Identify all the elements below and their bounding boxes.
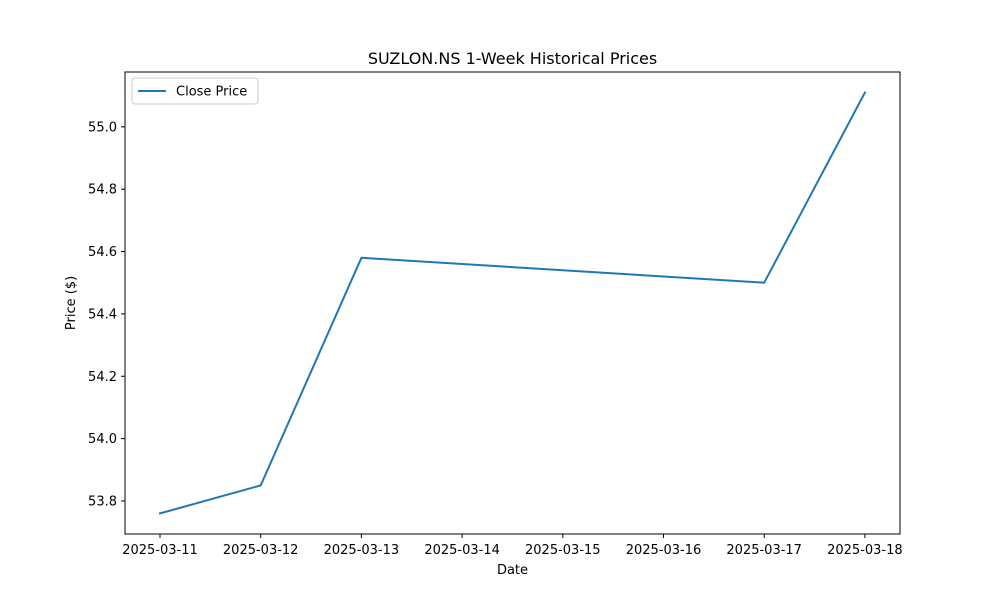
y-tick-label: 54.4	[88, 307, 117, 322]
x-tick-label: 2025-03-12	[223, 543, 299, 558]
y-tick-label: 54.2	[88, 370, 117, 385]
legend-label: Close Price	[176, 85, 247, 100]
y-tick-label: 53.8	[88, 494, 117, 509]
x-tick-label: 2025-03-11	[122, 543, 198, 558]
legend-box	[131, 77, 259, 105]
x-axis-ticks: 2025-03-11 2025-03-12 2025-03-13 2025-03-14…	[122, 534, 903, 558]
y-axis-ticks: 53.8 54.0 54.2 54.4 54.6 54.8 55.0	[88, 120, 125, 509]
y-tick-label: 54.0	[88, 432, 117, 447]
x-tick-label: 2025-03-18	[827, 543, 903, 558]
plot-area-frame	[124, 71, 901, 535]
y-tick-label: 55.0	[88, 120, 117, 135]
x-tick-label: 2025-03-15	[525, 543, 601, 558]
x-axis-label: Date	[497, 563, 528, 578]
legend: Close Price	[131, 77, 259, 105]
x-tick-label: 2025-03-14	[424, 543, 500, 558]
chart-title: SUZLON.NS 1-Week Historical Prices	[368, 49, 657, 68]
y-tick-label: 54.6	[88, 245, 117, 260]
x-tick-label: 2025-03-17	[726, 543, 802, 558]
close-price-line	[158, 91, 867, 515]
x-tick-label: 2025-03-16	[626, 543, 702, 558]
series-layer	[158, 91, 867, 515]
x-tick-label: 2025-03-13	[324, 543, 400, 558]
y-axis-label: Price ($)	[64, 276, 79, 330]
y-tick-label: 54.8	[88, 183, 117, 198]
